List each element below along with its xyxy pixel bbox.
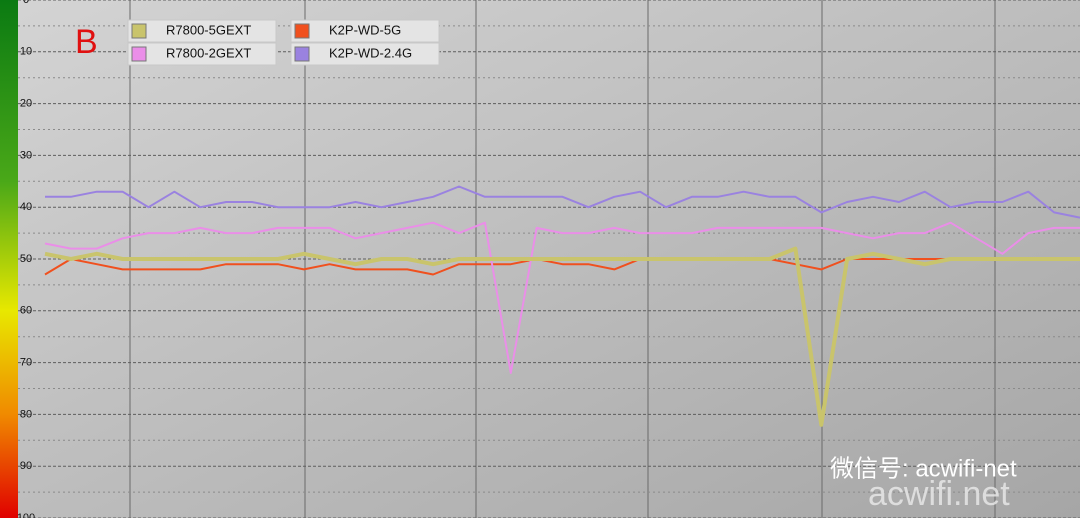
y-tick-label: 30 [20,149,32,161]
y-tick-label: 40 [20,201,32,213]
legend-swatch [131,46,147,62]
annotation: B [75,23,98,61]
legend-bg [127,42,277,66]
y-tick-label: 70 [20,357,32,369]
y-tick-label: 80 [20,408,32,420]
legend-swatch [294,23,310,39]
legend-label: K2P-WD-5G [329,22,401,37]
signal-bar [0,0,18,518]
y-tick-label: 20 [20,98,32,110]
y-tick-label: 100 [17,512,35,518]
legend-bg [290,42,440,66]
series-line [44,221,1080,374]
y-tick-label: 90 [20,460,32,472]
series-line [44,246,1080,427]
legend-label: R7800-5GEXT [166,22,251,37]
legend-label: K2P-WD-2.4G [329,45,412,60]
y-tick-label: 10 [20,46,32,58]
y-tick-label: 0 [23,0,29,6]
legend-bg [290,19,440,43]
legend-swatch [131,23,147,39]
watermark: 微信号: acwifi-net [830,455,1017,482]
watermark: acwifi.net [868,475,1010,513]
series-line [45,185,1080,219]
y-tick-label: 60 [20,305,32,317]
y-tick-label: 50 [20,253,32,265]
legend-swatch [294,46,310,62]
legend-label: R7800-2GEXT [166,45,251,60]
legend-bg [127,19,277,43]
